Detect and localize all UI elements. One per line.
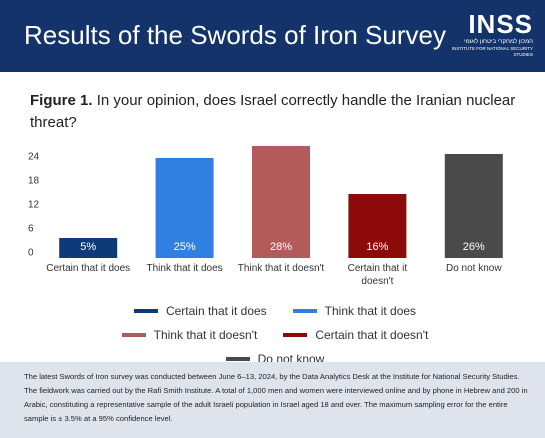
legend-label: Certain that it does xyxy=(165,304,267,318)
x-tick-label: Certain that it does xyxy=(46,263,131,274)
legend-swatch xyxy=(283,333,308,337)
x-tick-label: Think that it does xyxy=(146,263,223,274)
logo-english: INSTITUTE FOR NATIONAL SECURITY STUDIES xyxy=(451,46,533,57)
y-tick-label: 12 xyxy=(28,200,40,211)
chart-title: Figure 1. In your opinion, does Israel c… xyxy=(30,90,520,134)
header: Results of the Swords of Iron Survey INS… xyxy=(0,0,545,72)
y-tick-label: 0 xyxy=(28,248,34,259)
legend-label: Think that it doesn't xyxy=(153,328,258,342)
data-label: 25% xyxy=(174,241,196,253)
y-tick-label: 24 xyxy=(28,152,40,163)
data-label: 16% xyxy=(366,241,388,253)
footnote: The latest Swords of Iron survey was con… xyxy=(24,372,528,423)
legend-label: Think that it does xyxy=(324,304,417,318)
legend: Certain that it does Think that it does Th… xyxy=(60,304,490,366)
legend-item: Certain that it doesn't xyxy=(283,328,428,342)
legend-label: Certain that it doesn't xyxy=(315,328,429,342)
x-tick-label-box: Certain that it does xyxy=(46,263,131,274)
legend-swatch xyxy=(225,357,250,361)
bar xyxy=(444,154,503,258)
x-tick-label-box: Think that it doesn't xyxy=(237,263,325,274)
legend-item: Think that it doesn't xyxy=(121,328,258,342)
legend-swatch xyxy=(121,333,146,337)
legend-swatch xyxy=(133,309,158,313)
figure-label: Figure 1. xyxy=(30,92,93,109)
page-title: Results of the Swords of Iron Survey xyxy=(24,20,446,50)
legend-item: Think that it does xyxy=(292,304,417,318)
logo: INSS המכון למחקרי ביטחון לאומי INSTITUTE… xyxy=(433,10,533,58)
y-tick-label: 18 xyxy=(28,176,40,187)
chart: 0 6 12 18 24 5% Certain that it does 25% Think t… xyxy=(28,146,503,287)
bar xyxy=(155,158,214,258)
logo-text: INSS xyxy=(468,9,533,39)
data-label: 26% xyxy=(463,241,485,253)
bar xyxy=(252,146,310,258)
logo-hebrew: המכון למחקרי ביטחון לאומי xyxy=(464,39,533,45)
y-tick-label: 6 xyxy=(28,224,34,235)
footer: The latest Swords of Iron survey was con… xyxy=(0,362,545,438)
legend-swatch xyxy=(292,309,317,313)
bar xyxy=(59,238,118,258)
bar xyxy=(348,194,407,258)
legend-item: Certain that it does xyxy=(133,304,267,318)
x-tick-label-box: Do not know xyxy=(446,263,502,274)
x-tick-label-box: Certain that it doesn't xyxy=(347,263,408,287)
x-tick-label: Do not know xyxy=(446,263,502,274)
x-tick-label: Certain that it doesn't xyxy=(347,263,408,287)
question-text: In your opinion, does Israel correctly h… xyxy=(30,92,516,131)
data-label: 5% xyxy=(80,241,96,253)
data-label: 28% xyxy=(270,241,292,253)
x-tick-label: Think that it doesn't xyxy=(237,263,325,274)
x-tick-label-box: Think that it does xyxy=(146,263,223,274)
